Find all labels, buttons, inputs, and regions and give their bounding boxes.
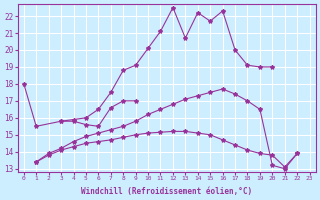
X-axis label: Windchill (Refroidissement éolien,°C): Windchill (Refroidissement éolien,°C): [81, 187, 252, 196]
